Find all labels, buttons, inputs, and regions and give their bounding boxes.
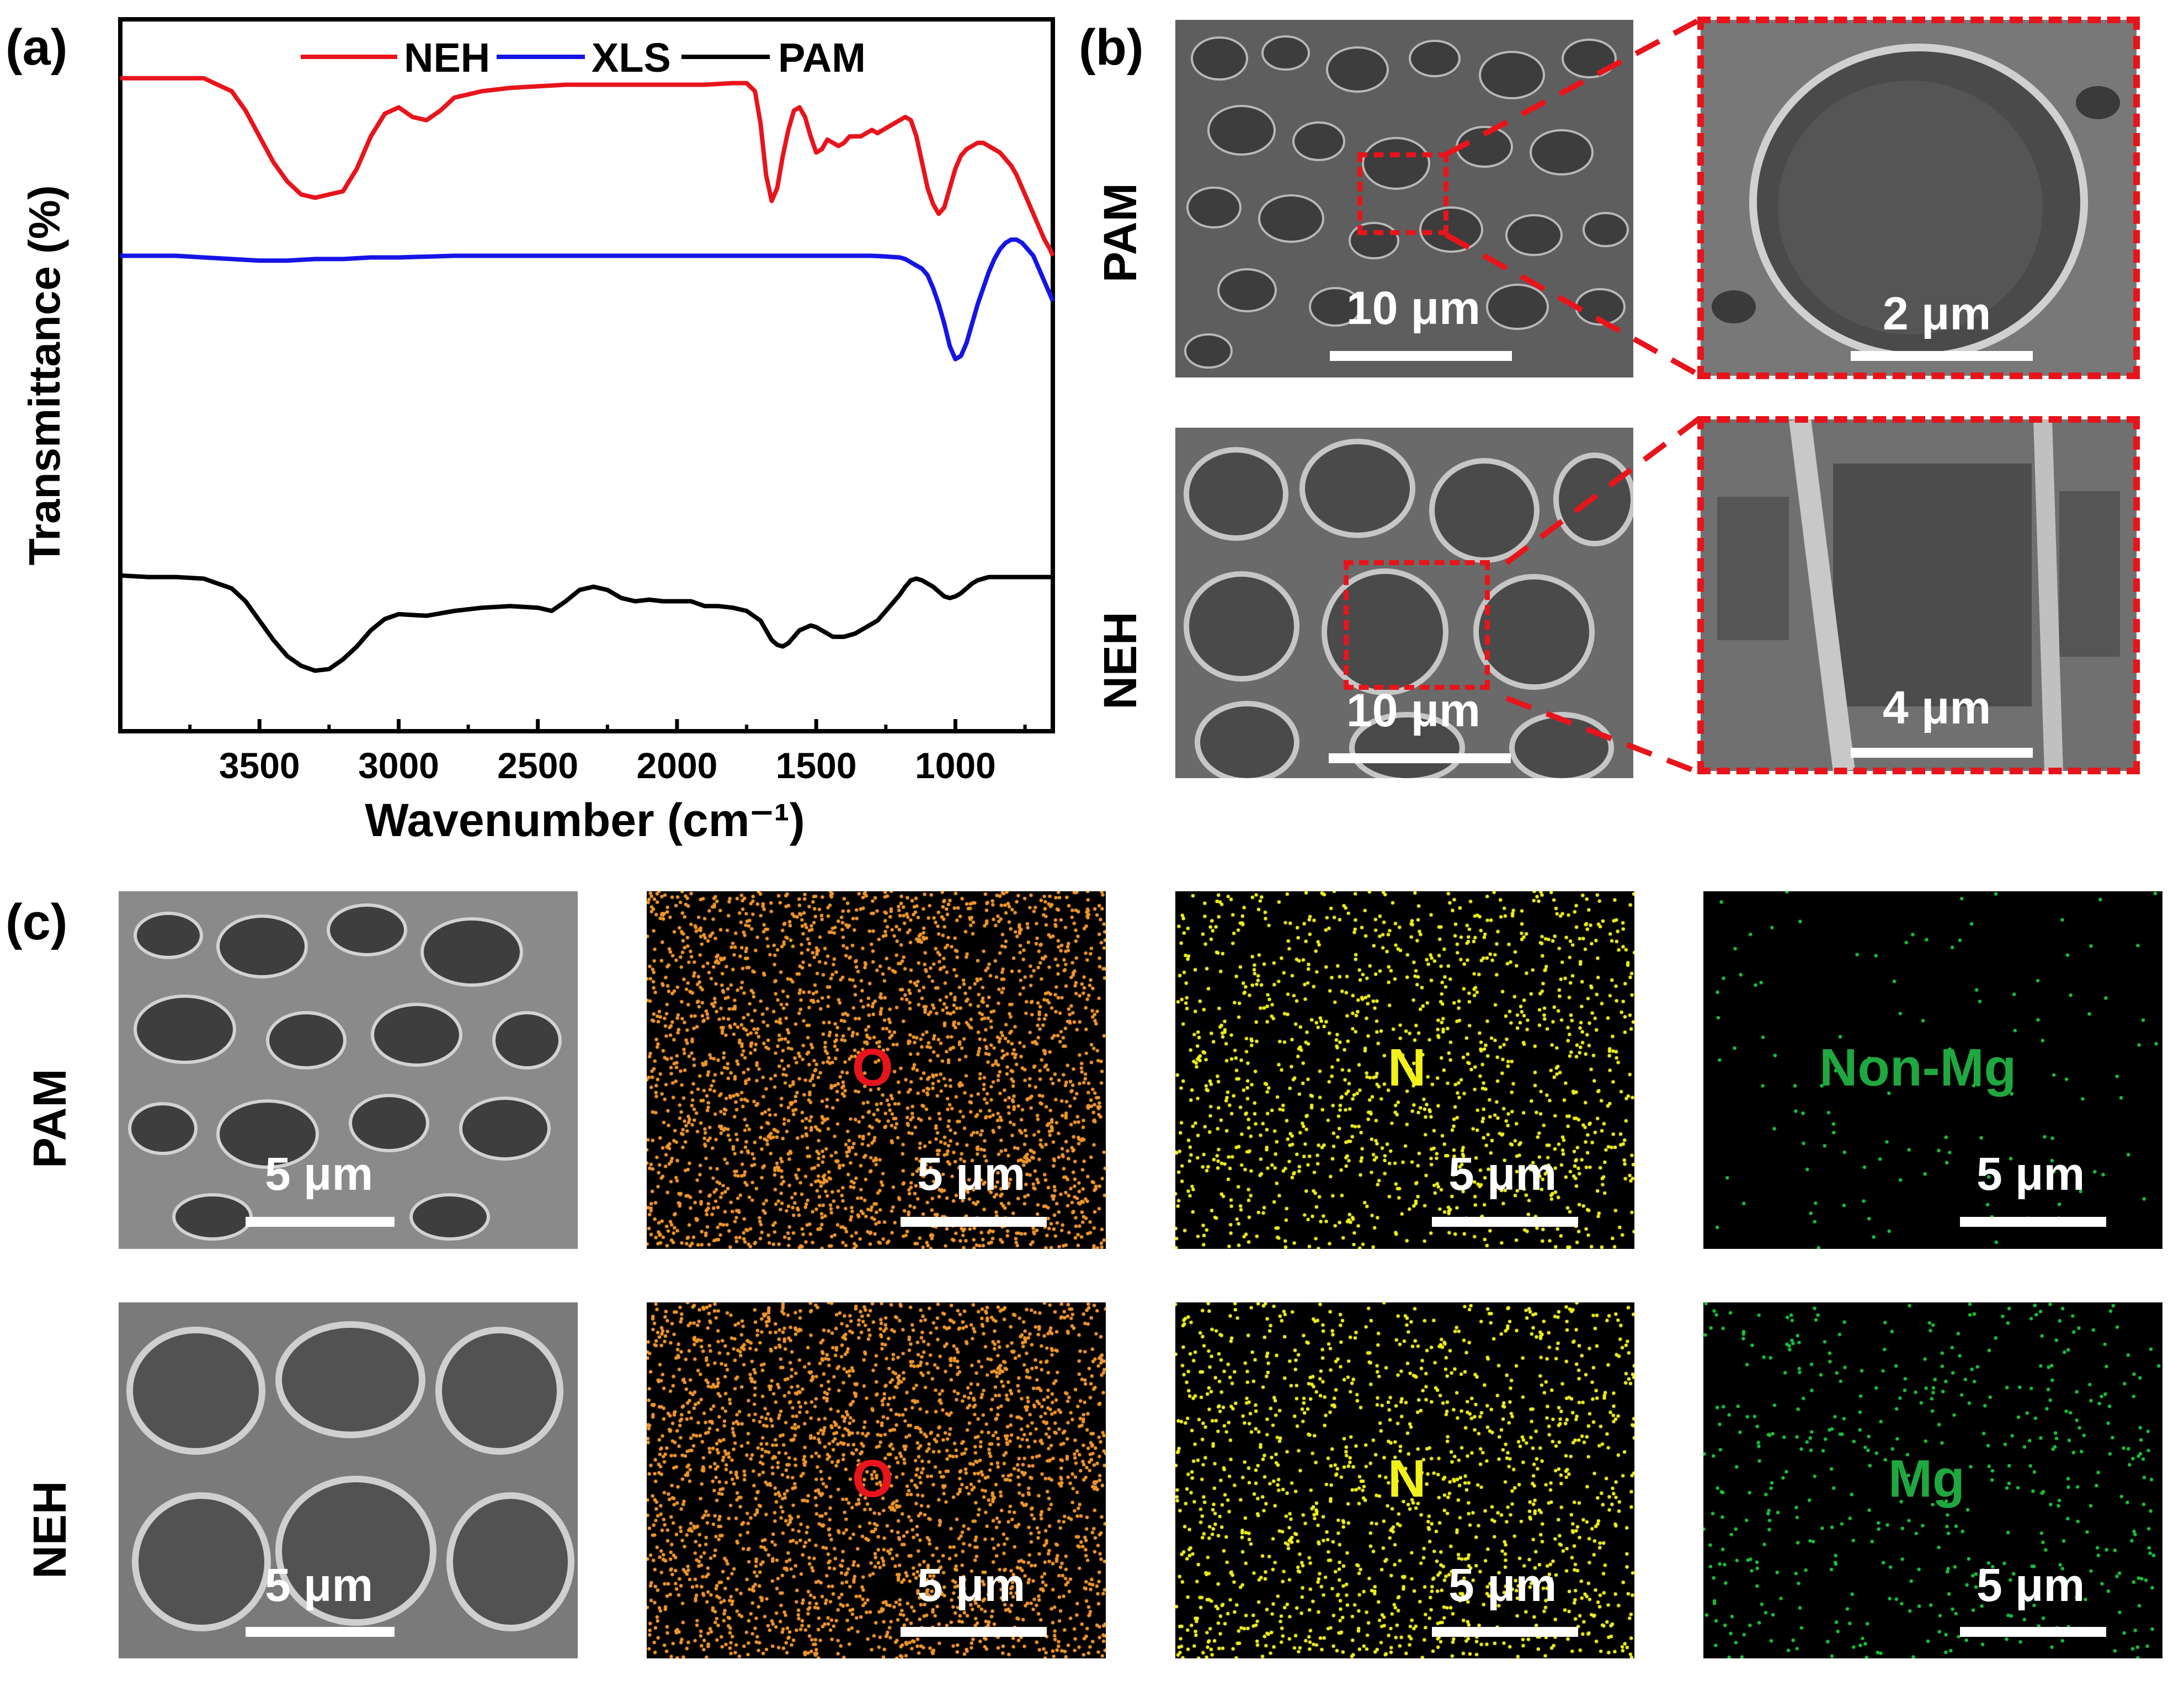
scale-label-neh-b: 10 μm (1346, 684, 1480, 736)
x-tick-label: 3000 (358, 745, 439, 786)
element-label-o-neh: O (852, 1449, 893, 1508)
scale-bar-n-neh (1432, 1627, 1578, 1637)
panel-c-row-label-pam: PAM (24, 1068, 76, 1168)
sem-zoom-image-neh: 4 μm (1701, 419, 2137, 771)
scale-label-pam-b: 10 μm (1346, 282, 1480, 334)
scale-bar-pam-c-sem (246, 1217, 395, 1227)
element-label-o-pam: O (852, 1038, 893, 1097)
scale-label-neh-zoom: 4 μm (1883, 682, 1991, 733)
scale-label-o-pam: 5 μm (917, 1148, 1026, 1200)
x-tick-label: 2000 (637, 745, 718, 786)
scale-label-mg-neh: 5 μm (1977, 1559, 2085, 1611)
sem-zoom-texture (1701, 419, 2137, 771)
eds-map-o-neh: O 5 μm (647, 1302, 1106, 1658)
element-label-n-neh: N (1388, 1449, 1426, 1508)
sem-texture (119, 1302, 578, 1658)
sem-zoom-image-pam: 2 μm (1701, 20, 2137, 376)
eds-map-n-neh: N 5 μm (1175, 1302, 1634, 1658)
sem-texture (119, 891, 578, 1249)
scale-label-n-pam: 5 μm (1448, 1148, 1557, 1200)
scale-bar-n-pam (1432, 1217, 1578, 1227)
scale-label-pam-zoom: 2 μm (1883, 288, 1991, 339)
dot-field-n-neh (1175, 1302, 1634, 1658)
zoom-frame-pam (1697, 17, 2140, 379)
zoom-frame-neh (1697, 416, 2140, 774)
connector-pam-bottom (1444, 232, 1701, 378)
zoom-region-box-pam (1357, 152, 1448, 235)
legend-label-neh: NEH (404, 35, 490, 81)
scale-bar-mg-neh (1960, 1627, 2106, 1637)
x-ticks: 3500 3000 2500 2000 1500 1000 (188, 719, 1027, 786)
x-tick-label: 1000 (915, 745, 996, 786)
sem-zoom-texture (1701, 20, 2137, 376)
scale-bar-mg-pam (1960, 1217, 2106, 1227)
eds-map-mg-pam: Non-Mg 5 μm (1703, 891, 2162, 1249)
scale-label-pam-c-sem: 5 μm (265, 1148, 374, 1200)
series-group (120, 76, 1055, 673)
element-label-mg-pam: Non-Mg (1819, 1038, 2017, 1097)
eds-map-mg-neh: Mg 5 μm (1703, 1302, 2162, 1658)
connector-neh-top (1505, 416, 1701, 566)
sem-image-pam-b: 10 μm (1175, 20, 1633, 377)
series-line-xls (120, 237, 1055, 361)
element-label-n-pam: N (1388, 1038, 1426, 1097)
plot-frame (118, 17, 1055, 733)
scale-bar-neh-b (1329, 753, 1511, 763)
connector-neh-bottom (1505, 695, 1701, 775)
scale-label-n-neh: 5 μm (1448, 1559, 1557, 1611)
scale-bar-pam-zoom (1851, 351, 2033, 361)
panel-label-c: (c) (6, 894, 68, 950)
element-label-mg-neh: Mg (1888, 1449, 1965, 1508)
dot-field-o-pam (647, 891, 1106, 1249)
dot-field-mg-neh (1703, 1302, 2162, 1658)
scale-bar-o-pam (901, 1217, 1047, 1227)
scale-label-o-neh: 5 μm (917, 1559, 1026, 1611)
legend-label-xls: XLS (592, 35, 671, 81)
ftir-chart: 3500 3000 2500 2000 1500 1000 NEH XLS PAM Wav… (20, 17, 1055, 846)
eds-map-o-pam: O 5 μm (647, 891, 1106, 1249)
scale-bar-pam-b (1330, 351, 1512, 361)
dot-field-mg-pam (1703, 891, 2162, 1249)
legend-label-pam: PAM (778, 35, 866, 81)
series-line-pam (120, 573, 1053, 673)
zoom-region-box-neh (1344, 560, 1490, 690)
dot-field-n-pam (1175, 891, 1634, 1249)
panel-b-row-label-neh: NEH (1094, 611, 1146, 710)
sem-texture (1175, 20, 1633, 377)
scale-bar-neh-zoom (1851, 748, 2033, 758)
sem-image-pam-c: 5 μm (119, 891, 578, 1249)
panel-label-a: (a) (6, 19, 68, 76)
connector-pam-top (1444, 17, 1701, 157)
dot-field-o-neh (647, 1302, 1106, 1658)
scale-label-neh-c-sem: 5 μm (265, 1559, 374, 1611)
scale-bar-o-neh (901, 1627, 1047, 1637)
legend: NEH XLS PAM (301, 35, 866, 81)
panel-c-row-label-neh: NEH (24, 1481, 76, 1579)
zoom-connectors (1444, 17, 1701, 775)
x-tick-label: 3500 (219, 745, 300, 786)
x-tick-label: 1500 (776, 745, 857, 786)
scale-label-mg-pam: 5 μm (1977, 1148, 2085, 1200)
y-axis-label: Transmittance (%) (20, 185, 69, 565)
scale-bar-neh-c-sem (246, 1627, 395, 1637)
eds-map-n-pam: N 5 μm (1175, 891, 1634, 1249)
series-line-neh (120, 76, 1055, 257)
panel-b-row-label-pam: PAM (1094, 183, 1146, 283)
sem-image-neh-c: 5 μm (119, 1302, 578, 1658)
panel-label-b: (b) (1079, 19, 1144, 76)
x-tick-label: 2500 (497, 745, 578, 786)
x-axis-label: Wavenumber (cm⁻¹) (365, 794, 805, 846)
